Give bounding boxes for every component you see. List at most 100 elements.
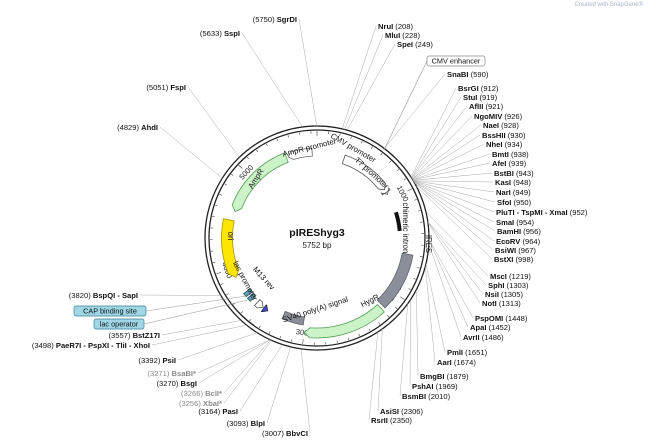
tick-mark	[417, 267, 420, 269]
tick-mark	[368, 328, 371, 332]
restriction-site-label: (3256) XbaI*	[179, 399, 222, 408]
backbone-outer	[204, 125, 430, 351]
site-name: BmgBI	[420, 372, 444, 381]
site-position: (3271)	[147, 369, 171, 378]
site-connector	[413, 180, 494, 183]
tick-mark	[220, 283, 224, 286]
site-name: SspI	[224, 29, 240, 38]
restriction-site-label: BstXI (998)	[494, 255, 534, 264]
site-connector	[198, 339, 271, 384]
site-position: (3820)	[69, 291, 93, 300]
site-name: NgoMIV	[474, 112, 503, 121]
site-name: NarI	[496, 188, 511, 197]
site-connector	[427, 222, 481, 304]
site-name: BmtI	[492, 150, 509, 159]
site-name: SfoI	[497, 198, 511, 207]
cmv-promoter-arrow	[341, 154, 386, 191]
tick-mark	[276, 138, 279, 142]
site-connector	[300, 348, 311, 434]
restriction-site-label: (4829) AhdI	[117, 123, 158, 132]
restriction-site-label: (3557) BstZ17I	[109, 331, 161, 340]
tick-mark	[358, 333, 360, 337]
site-name: XbaI*	[203, 399, 222, 408]
site-position: (948)	[511, 178, 531, 187]
site-connector	[412, 162, 491, 181]
tick-mark	[380, 152, 383, 156]
site-position: (1448)	[503, 314, 528, 323]
restriction-site-label: AsiSI (2306)	[380, 407, 424, 416]
site-connector	[139, 294, 221, 296]
restriction-site-label: AflII (921)	[469, 102, 504, 111]
restriction-site-label: BstBI (943)	[494, 169, 534, 178]
leader-line	[383, 60, 428, 151]
site-connector	[223, 340, 273, 404]
site-connector	[413, 181, 495, 213]
plasmid-name: pIREShyg3	[289, 227, 345, 239]
cmv-enhancer-callout: CMV enhancer	[432, 57, 481, 66]
restriction-site-label: MluI (228)	[385, 31, 420, 40]
site-connector	[266, 346, 291, 424]
restriction-site-label: EcoRV (964)	[496, 237, 541, 246]
tick-mark	[360, 140, 363, 144]
tick-mark	[268, 331, 271, 334]
site-connector	[159, 126, 223, 179]
site-connector	[428, 243, 462, 338]
ampr-promoter-arrow	[287, 147, 313, 160]
restriction-site-label: NsiI (1305)	[485, 290, 523, 299]
restriction-site-label: BsiWI (967)	[495, 246, 536, 255]
tick-mark	[219, 193, 222, 196]
site-position: (926)	[502, 112, 522, 121]
tick-mark	[290, 339, 292, 342]
restriction-site-label: ApaI (1452)	[470, 323, 511, 332]
site-name: AflII	[469, 102, 483, 111]
site-connector	[416, 186, 493, 260]
restriction-site-label: (5750) SgrDI	[253, 15, 297, 24]
site-name: SpeI	[397, 40, 413, 49]
site-connector	[412, 143, 485, 180]
site-position: (938)	[509, 150, 529, 159]
tick-mark	[408, 288, 411, 290]
tick-mark	[371, 146, 373, 149]
site-position: (967)	[516, 246, 536, 255]
site-connector	[161, 320, 242, 336]
site-name: MluI	[385, 31, 400, 40]
site-position: (3392)	[138, 356, 162, 365]
restriction-site-label: SfoI (950)	[497, 198, 532, 207]
site-connector	[223, 339, 271, 394]
restriction-site-label: BamHI (956)	[497, 227, 541, 236]
restriction-site-label: BssHII (930)	[482, 131, 526, 140]
tick-mark	[240, 311, 243, 314]
site-position: (998)	[513, 255, 533, 264]
site-position: (3256)	[179, 399, 203, 408]
site-position: (3093)	[227, 419, 251, 428]
site-connector	[412, 153, 491, 181]
site-connector	[399, 303, 409, 397]
lac-promoter-arrow	[253, 299, 264, 309]
site-connector	[151, 324, 247, 346]
site-name: BsaBI*	[172, 369, 197, 378]
m13-rev-arrow	[260, 304, 269, 313]
site-name: BsmBI	[402, 392, 426, 401]
site-position: (5051)	[146, 83, 170, 92]
restriction-site-label: PspOMI (1448)	[475, 314, 528, 323]
tick-mark	[396, 169, 400, 172]
site-name: BlpI	[251, 419, 265, 428]
tick-mark	[413, 277, 416, 280]
ori-arrow	[221, 218, 240, 278]
restriction-site-label: PluTI - TspMI - XmaI (952)	[496, 208, 588, 217]
site-connector	[377, 328, 383, 412]
site-name: PspOMI	[475, 314, 503, 323]
site-position: (928)	[499, 121, 519, 130]
site-position: (912)	[479, 84, 499, 93]
site-position: (2350)	[388, 416, 413, 425]
tick-mark	[212, 216, 215, 218]
restriction-site-label: (5633) SspI	[200, 29, 240, 38]
site-name: BsrGI	[458, 84, 479, 93]
site-position: (1452)	[486, 323, 511, 332]
site-position: (1674)	[452, 358, 477, 367]
site-connector	[416, 289, 419, 377]
tick-mark	[287, 134, 289, 138]
lac-operator-box	[246, 292, 257, 302]
restriction-site-label: SpeI (249)	[397, 40, 433, 49]
